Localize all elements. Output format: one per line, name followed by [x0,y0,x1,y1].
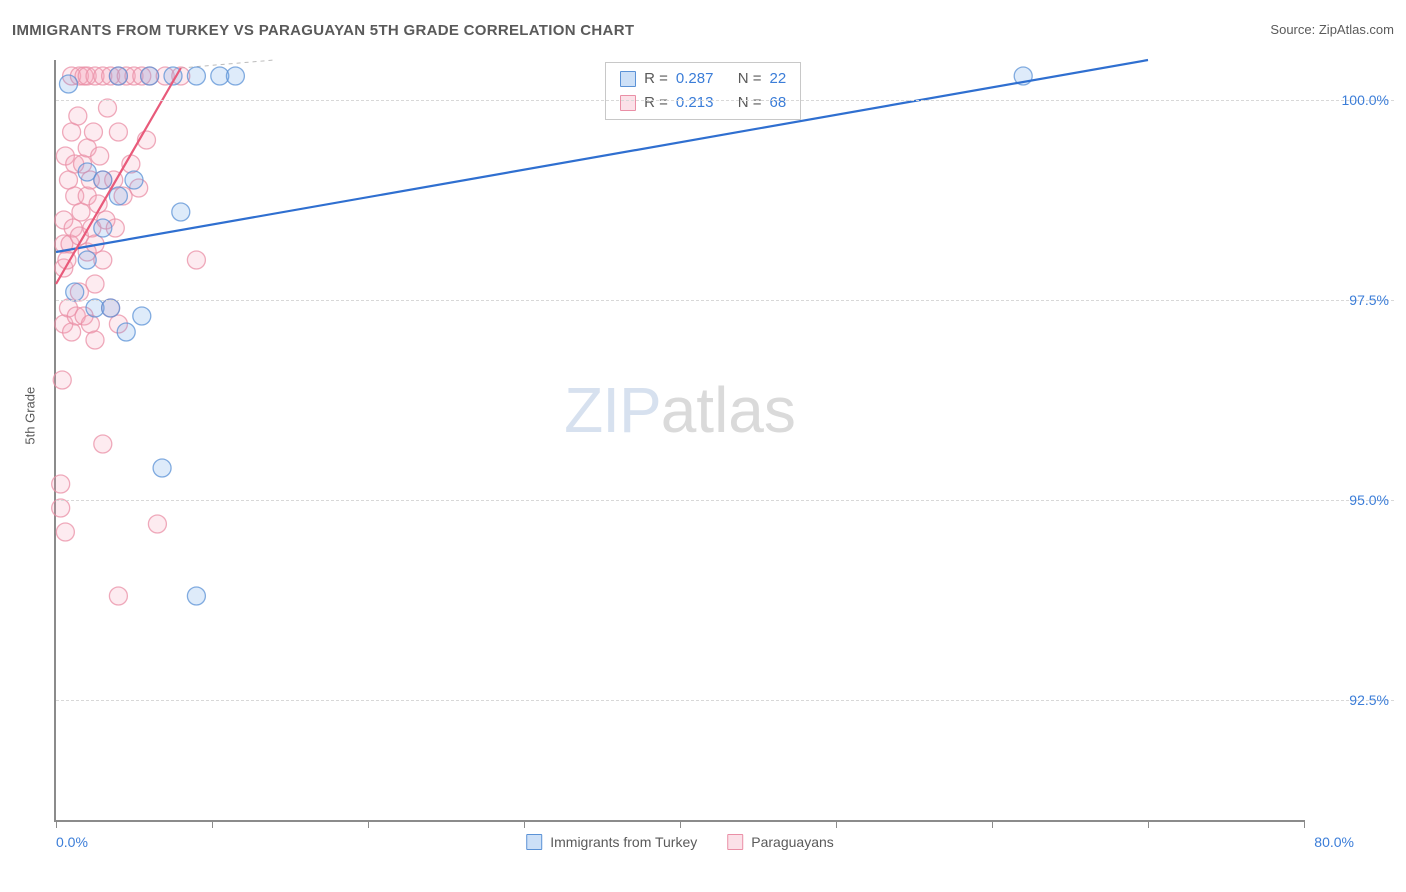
x-axis-max-label: 80.0% [1314,834,1354,850]
y-tick-label: 92.5% [1349,692,1389,708]
y-tick-label: 97.5% [1349,292,1389,308]
data-point [81,315,99,333]
source-label: Source: [1270,22,1315,37]
stats-N-label: N = [738,91,762,115]
plot-area: ZIPatlas R = 0.287 N = 22 R = 0.213 N = … [54,60,1304,822]
data-point [98,99,116,117]
data-point [52,475,70,493]
data-point [172,203,190,221]
x-tick [1148,820,1149,828]
data-point [187,587,205,605]
legend-swatch-b [727,834,743,850]
data-point [63,123,81,141]
data-point [109,587,127,605]
data-point [153,459,171,477]
x-axis-min-label: 0.0% [56,834,88,850]
data-point [69,107,87,125]
chart-title: IMMIGRANTS FROM TURKEY VS PARAGUAYAN 5TH… [12,22,634,39]
legend-item-a: Immigrants from Turkey [526,834,697,850]
stats-row-series-a: R = 0.287 N = 22 [620,67,786,91]
y-tick-label: 100.0% [1342,92,1389,108]
data-point [66,283,84,301]
data-point [72,203,90,221]
x-tick [1304,820,1305,828]
stats-legend-box: R = 0.287 N = 22 R = 0.213 N = 68 [605,62,801,120]
stats-swatch-b [620,95,636,111]
y-axis-label: 5th Grade [23,387,38,445]
bottom-legend: Immigrants from Turkey Paraguayans [526,834,834,850]
data-point [63,323,81,341]
stats-N-value-b: 68 [770,91,787,115]
stats-R-value-b: 0.213 [676,91,714,115]
data-point [187,67,205,85]
x-tick [836,820,837,828]
data-point [109,187,127,205]
data-point [52,499,70,517]
legend-label-a: Immigrants from Turkey [550,834,697,850]
title-bar: IMMIGRANTS FROM TURKEY VS PARAGUAYAN 5TH… [12,22,1394,46]
data-point [109,67,127,85]
stats-N-value-a: 22 [770,67,787,91]
data-point [84,123,102,141]
data-point [59,75,77,93]
stats-swatch-a [620,71,636,87]
data-point [102,299,120,317]
stats-N-label: N = [738,67,762,91]
stats-R-label: R = [644,91,668,115]
x-tick [212,820,213,828]
data-point [86,275,104,293]
legend-item-b: Paraguayans [727,834,834,850]
stats-R-value-a: 0.287 [676,67,714,91]
data-point [59,171,77,189]
data-point [86,331,104,349]
data-point [94,435,112,453]
source-attribution: Source: ZipAtlas.com [1270,22,1394,37]
x-tick [992,820,993,828]
stats-R-label: R = [644,67,668,91]
data-point [78,251,96,269]
y-tick-label: 95.0% [1349,492,1389,508]
data-point [109,123,127,141]
scatter-svg [56,60,1304,820]
data-point [148,515,166,533]
legend-label-b: Paraguayans [751,834,834,850]
data-point [141,67,159,85]
data-point [91,147,109,165]
source-name: ZipAtlas.com [1319,22,1394,37]
data-point [94,171,112,189]
gridline [56,700,1394,701]
chart-container: 5th Grade ZIPatlas R = 0.287 N = 22 R = … [12,60,1394,872]
x-tick [524,820,525,828]
x-tick [680,820,681,828]
data-point [117,323,135,341]
gridline [56,300,1394,301]
x-tick [368,820,369,828]
data-point [94,219,112,237]
gridline [56,100,1394,101]
data-point [133,307,151,325]
legend-swatch-a [526,834,542,850]
data-point [53,371,71,389]
stats-row-series-b: R = 0.213 N = 68 [620,91,786,115]
data-point [125,171,143,189]
data-point [226,67,244,85]
x-tick [56,820,57,828]
data-point [56,523,74,541]
gridline [56,500,1394,501]
data-point [187,251,205,269]
